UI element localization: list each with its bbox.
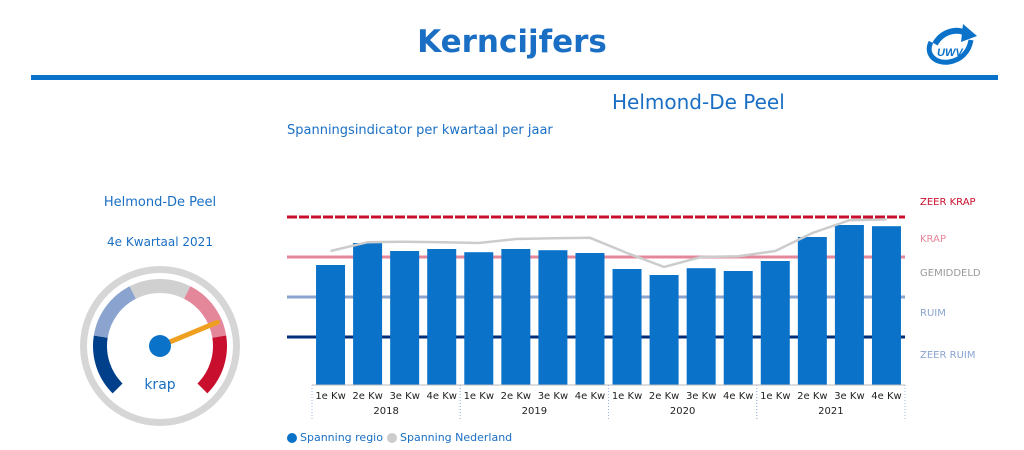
x-tick-label: 4e Kw	[723, 391, 753, 402]
x-tick-label: 2e Kw	[649, 391, 679, 402]
bar-regio-3	[427, 249, 457, 385]
bar-regio-8	[612, 269, 642, 385]
gauge-hub	[149, 335, 171, 357]
x-tick-label: 4e Kw	[427, 391, 457, 402]
bar-regio-6	[538, 250, 568, 385]
x-tick-label: 3e Kw	[686, 391, 716, 402]
page-title: Kerncijfers	[417, 24, 607, 60]
gauge-arc-gemiddeld	[129, 279, 191, 299]
x-tick-label: 1e Kw	[612, 391, 642, 402]
legend-dot-icon	[287, 432, 297, 443]
legend-dot-icon	[386, 432, 397, 443]
bar-regio-15	[871, 226, 901, 385]
gauge-label: krap	[144, 377, 175, 393]
bar-regio-2	[390, 251, 420, 385]
x-tick-label: 4e Kw	[871, 391, 901, 402]
region-title: Helmond-De Peel	[612, 90, 785, 114]
chart-legend: Spanning regio Spanning Nederland	[287, 431, 516, 444]
logo-text: UWV	[937, 47, 964, 59]
band-label-krap: KRAP	[920, 234, 946, 245]
x-tick-label: 1e Kw	[464, 391, 494, 402]
legend-item-regio[interactable]: Spanning regio	[287, 431, 383, 444]
gauge-region: Helmond-De Peel	[103, 195, 217, 210]
bar-regio-5	[501, 249, 531, 385]
x-tick-label: 1e Kw	[315, 391, 345, 402]
x-tick-label: 3e Kw	[834, 391, 864, 402]
bar-regio-14	[834, 225, 864, 385]
x-group-label-2020: 2020	[670, 406, 695, 417]
bar-regio-1	[353, 243, 383, 385]
uwv-logo: UWV	[926, 24, 977, 65]
chart-title: Spanningsindicator per kwartaal per jaar	[287, 123, 553, 138]
band-label-gemiddeld: GEMIDDELD	[920, 268, 981, 279]
bar-regio-12	[760, 261, 790, 385]
band-label-zeer-krap: ZEER KRAP	[920, 197, 976, 208]
bar-regio-0	[316, 265, 346, 385]
bar-regio-7	[575, 253, 605, 385]
band-label-zeer-ruim: ZEER RUIM	[920, 350, 975, 361]
bar-regio-10	[686, 268, 716, 385]
header-divider	[31, 75, 998, 80]
bar-regio-4	[464, 252, 494, 385]
x-tick-label: 2e Kw	[501, 391, 531, 402]
bar-regio-9	[649, 275, 679, 385]
x-group-label-2021: 2021	[818, 406, 843, 417]
x-tick-label: 2e Kw	[352, 391, 382, 402]
gauge-period: 4e Kwartaal 2021	[107, 235, 213, 249]
gauge-arc-ruim	[93, 286, 137, 339]
band-label-ruim: RUIM	[920, 308, 946, 319]
x-tick-label: 3e Kw	[538, 391, 568, 402]
tension-gauge: krap	[80, 266, 240, 426]
gauge-arc-zeer-ruim	[93, 335, 123, 394]
bar-regio-11	[723, 271, 753, 385]
line-nederland	[330, 218, 887, 269]
gauge-arc-krap	[183, 286, 227, 339]
gauge-arc-zeer-krap	[197, 335, 227, 394]
x-group-label-2019: 2019	[522, 406, 547, 417]
bar-regio-13	[797, 237, 827, 385]
legend-item-nederland[interactable]: Spanning Nederland	[386, 431, 512, 444]
x-tick-label: 4e Kw	[575, 391, 605, 402]
x-tick-label: 2e Kw	[797, 391, 827, 402]
x-tick-label: 3e Kw	[389, 391, 419, 402]
x-tick-label: 1e Kw	[760, 391, 790, 402]
x-group-label-2018: 2018	[373, 406, 398, 417]
